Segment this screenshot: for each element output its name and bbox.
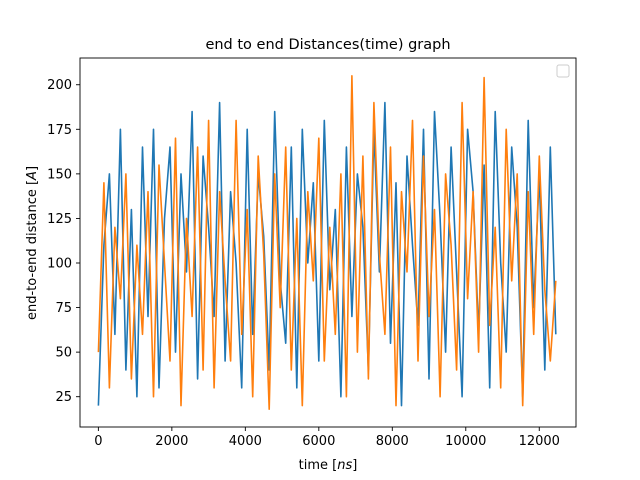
x-tick-label: 2000 [155,434,188,449]
plot-frame [79,57,577,428]
y-tick-label: 50 [55,346,72,361]
y-tick-label: 25 [55,390,72,405]
x-tick-label: 8000 [376,434,409,449]
x-axis-title: time [ns] [299,458,358,473]
x-tick-label: 10000 [445,434,486,449]
x-axis-title-unit: ns [337,458,352,473]
x-tick-label: 12000 [519,434,560,449]
y-tick-label: 100 [47,257,72,272]
y-tick-label: 150 [47,167,72,182]
y-axis-title-text: end-to-end distance [ [25,180,40,320]
y-tick-label: 125 [47,212,72,227]
y-tick-label: 200 [47,78,72,93]
x-tick-label: 4000 [229,434,262,449]
series-layer [97,75,557,411]
y-axis-title-close: ] [25,166,40,171]
x-axis: 0 2000 4000 6000 8000 10000 12000 [94,427,560,449]
legend-box [556,64,570,78]
y-axis-title: end-to-end distance [A] [25,166,40,320]
y-tick-label: 175 [47,123,72,138]
y-axis: 25 50 75 100 125 150 175 200 [47,78,80,405]
y-axis-title-unit: A [25,171,40,181]
series-line-2 [97,75,557,411]
x-axis-title-text: time [ [299,458,338,473]
chart-title: end to end Distances(time) graph [205,37,450,53]
x-axis-title-close: ] [352,458,357,473]
x-tick-label: 6000 [302,434,335,449]
y-tick-label: 75 [55,301,72,316]
x-tick-label: 0 [94,434,102,449]
